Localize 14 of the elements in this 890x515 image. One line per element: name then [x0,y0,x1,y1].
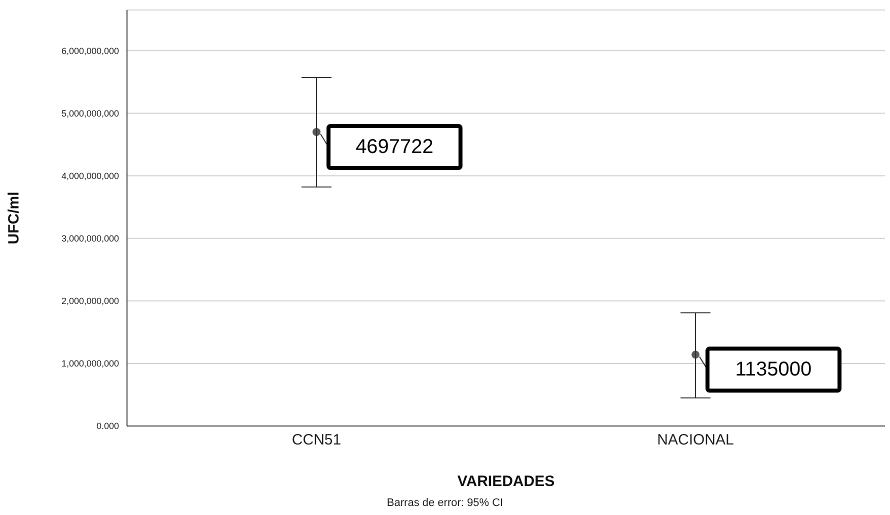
x-tick-label: NACIONAL [657,432,734,449]
y-tick-label: 1,000,000,000 [61,358,119,369]
y-tick-label: 5,000,000,000 [61,108,119,118]
y-tick-label: 2,000,000,000 [61,296,119,306]
x-axis-title: VARIEDADES [457,473,555,490]
annotation: 4697722 [356,136,434,158]
y-tick-label: 6,000,000,000 [61,46,119,56]
y-axis-title: UFC/ml [5,192,22,244]
x-tick-label: CCN51 [292,432,342,449]
y-tick-label: 3,000,000,000 [61,234,119,244]
text: Barras de error: 95% CI [386,497,504,509]
annotation: 1135000 [735,358,812,381]
y-tick-label: 0.000 [96,421,119,432]
y-tick-label: 4,000,000,000 [61,170,119,181]
